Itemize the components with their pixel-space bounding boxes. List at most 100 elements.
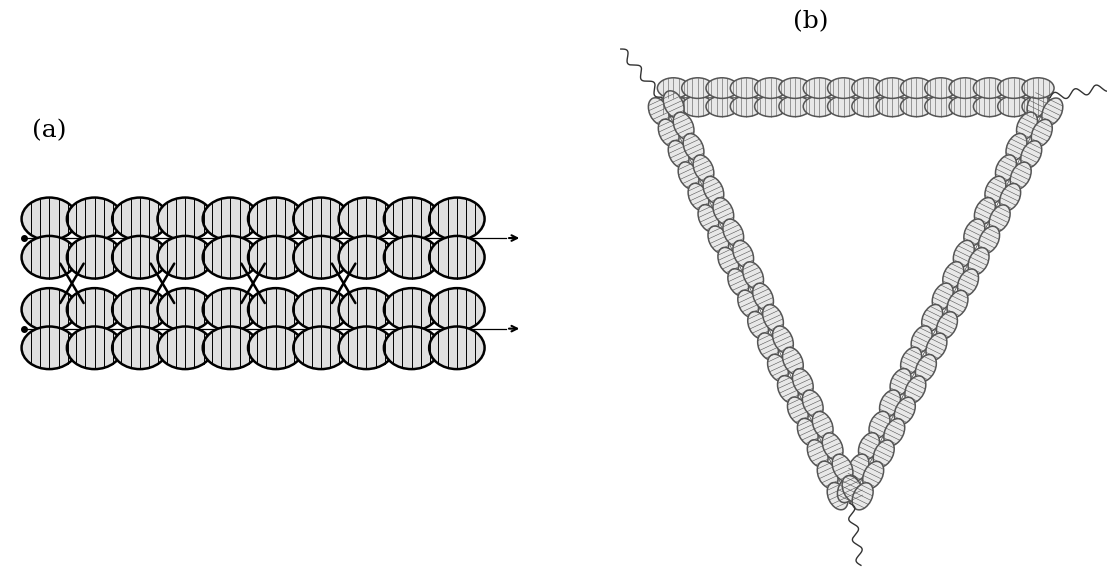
- Ellipse shape: [728, 269, 748, 296]
- Ellipse shape: [678, 162, 699, 189]
- Ellipse shape: [658, 119, 679, 146]
- Ellipse shape: [158, 327, 213, 369]
- Ellipse shape: [748, 312, 768, 339]
- Ellipse shape: [682, 78, 714, 98]
- Ellipse shape: [21, 236, 77, 279]
- Ellipse shape: [723, 219, 744, 247]
- Ellipse shape: [975, 197, 996, 225]
- Ellipse shape: [657, 96, 689, 117]
- Ellipse shape: [998, 96, 1030, 117]
- Ellipse shape: [248, 288, 303, 331]
- Ellipse shape: [706, 96, 738, 117]
- Ellipse shape: [683, 134, 704, 161]
- Ellipse shape: [67, 288, 122, 331]
- Ellipse shape: [293, 327, 349, 369]
- Ellipse shape: [688, 183, 709, 210]
- Ellipse shape: [973, 96, 1006, 117]
- Ellipse shape: [827, 483, 848, 510]
- Ellipse shape: [876, 78, 908, 98]
- Ellipse shape: [384, 236, 440, 279]
- Ellipse shape: [1022, 78, 1054, 98]
- Ellipse shape: [911, 326, 932, 353]
- Ellipse shape: [430, 327, 485, 369]
- Ellipse shape: [852, 483, 874, 510]
- Ellipse shape: [1042, 98, 1062, 125]
- Ellipse shape: [1021, 141, 1041, 168]
- Ellipse shape: [664, 91, 684, 118]
- Ellipse shape: [858, 433, 879, 460]
- Ellipse shape: [869, 411, 890, 439]
- Ellipse shape: [783, 347, 804, 375]
- Ellipse shape: [743, 262, 764, 289]
- Ellipse shape: [848, 454, 869, 481]
- Ellipse shape: [879, 390, 900, 417]
- Ellipse shape: [21, 197, 77, 240]
- Ellipse shape: [874, 440, 895, 467]
- Ellipse shape: [979, 227, 1000, 253]
- Ellipse shape: [793, 369, 814, 396]
- Ellipse shape: [674, 112, 694, 140]
- Ellipse shape: [339, 327, 394, 369]
- Ellipse shape: [937, 312, 958, 339]
- Ellipse shape: [925, 96, 957, 117]
- Ellipse shape: [773, 326, 794, 353]
- Ellipse shape: [998, 78, 1030, 98]
- Ellipse shape: [430, 197, 485, 240]
- Ellipse shape: [706, 78, 738, 98]
- Ellipse shape: [905, 376, 926, 403]
- Ellipse shape: [828, 96, 859, 117]
- Ellipse shape: [339, 236, 394, 279]
- Ellipse shape: [713, 198, 734, 225]
- Ellipse shape: [813, 411, 834, 439]
- Ellipse shape: [925, 78, 957, 98]
- Ellipse shape: [1000, 184, 1021, 210]
- Ellipse shape: [112, 327, 168, 369]
- Ellipse shape: [949, 96, 981, 117]
- Ellipse shape: [158, 236, 213, 279]
- Ellipse shape: [1027, 91, 1048, 118]
- Ellipse shape: [890, 368, 911, 396]
- Ellipse shape: [430, 236, 485, 279]
- Ellipse shape: [657, 78, 689, 98]
- Ellipse shape: [682, 96, 714, 117]
- Ellipse shape: [797, 418, 818, 446]
- Ellipse shape: [900, 78, 932, 98]
- Ellipse shape: [973, 78, 1006, 98]
- Ellipse shape: [112, 288, 168, 331]
- Ellipse shape: [832, 454, 852, 482]
- Ellipse shape: [248, 236, 303, 279]
- Ellipse shape: [293, 197, 349, 240]
- Ellipse shape: [21, 288, 77, 331]
- Ellipse shape: [804, 96, 835, 117]
- Ellipse shape: [293, 236, 349, 279]
- Ellipse shape: [758, 333, 778, 360]
- Ellipse shape: [67, 327, 122, 369]
- Ellipse shape: [842, 475, 862, 503]
- Ellipse shape: [738, 290, 758, 317]
- Ellipse shape: [112, 236, 168, 279]
- Ellipse shape: [958, 269, 979, 296]
- Ellipse shape: [1022, 96, 1054, 117]
- Ellipse shape: [203, 197, 259, 240]
- Ellipse shape: [67, 197, 122, 240]
- Ellipse shape: [1031, 120, 1052, 146]
- Text: (b): (b): [793, 11, 828, 34]
- Ellipse shape: [703, 176, 724, 204]
- Ellipse shape: [733, 240, 754, 268]
- Ellipse shape: [158, 197, 213, 240]
- Ellipse shape: [755, 96, 787, 117]
- Ellipse shape: [779, 96, 811, 117]
- Ellipse shape: [430, 288, 485, 331]
- Ellipse shape: [851, 96, 884, 117]
- Ellipse shape: [203, 327, 259, 369]
- Ellipse shape: [384, 288, 440, 331]
- Ellipse shape: [851, 78, 884, 98]
- Ellipse shape: [248, 327, 303, 369]
- Ellipse shape: [817, 461, 838, 488]
- Ellipse shape: [787, 397, 808, 424]
- Ellipse shape: [384, 197, 440, 240]
- Ellipse shape: [1010, 162, 1031, 189]
- Ellipse shape: [730, 78, 763, 98]
- Ellipse shape: [67, 236, 122, 279]
- Ellipse shape: [339, 288, 394, 331]
